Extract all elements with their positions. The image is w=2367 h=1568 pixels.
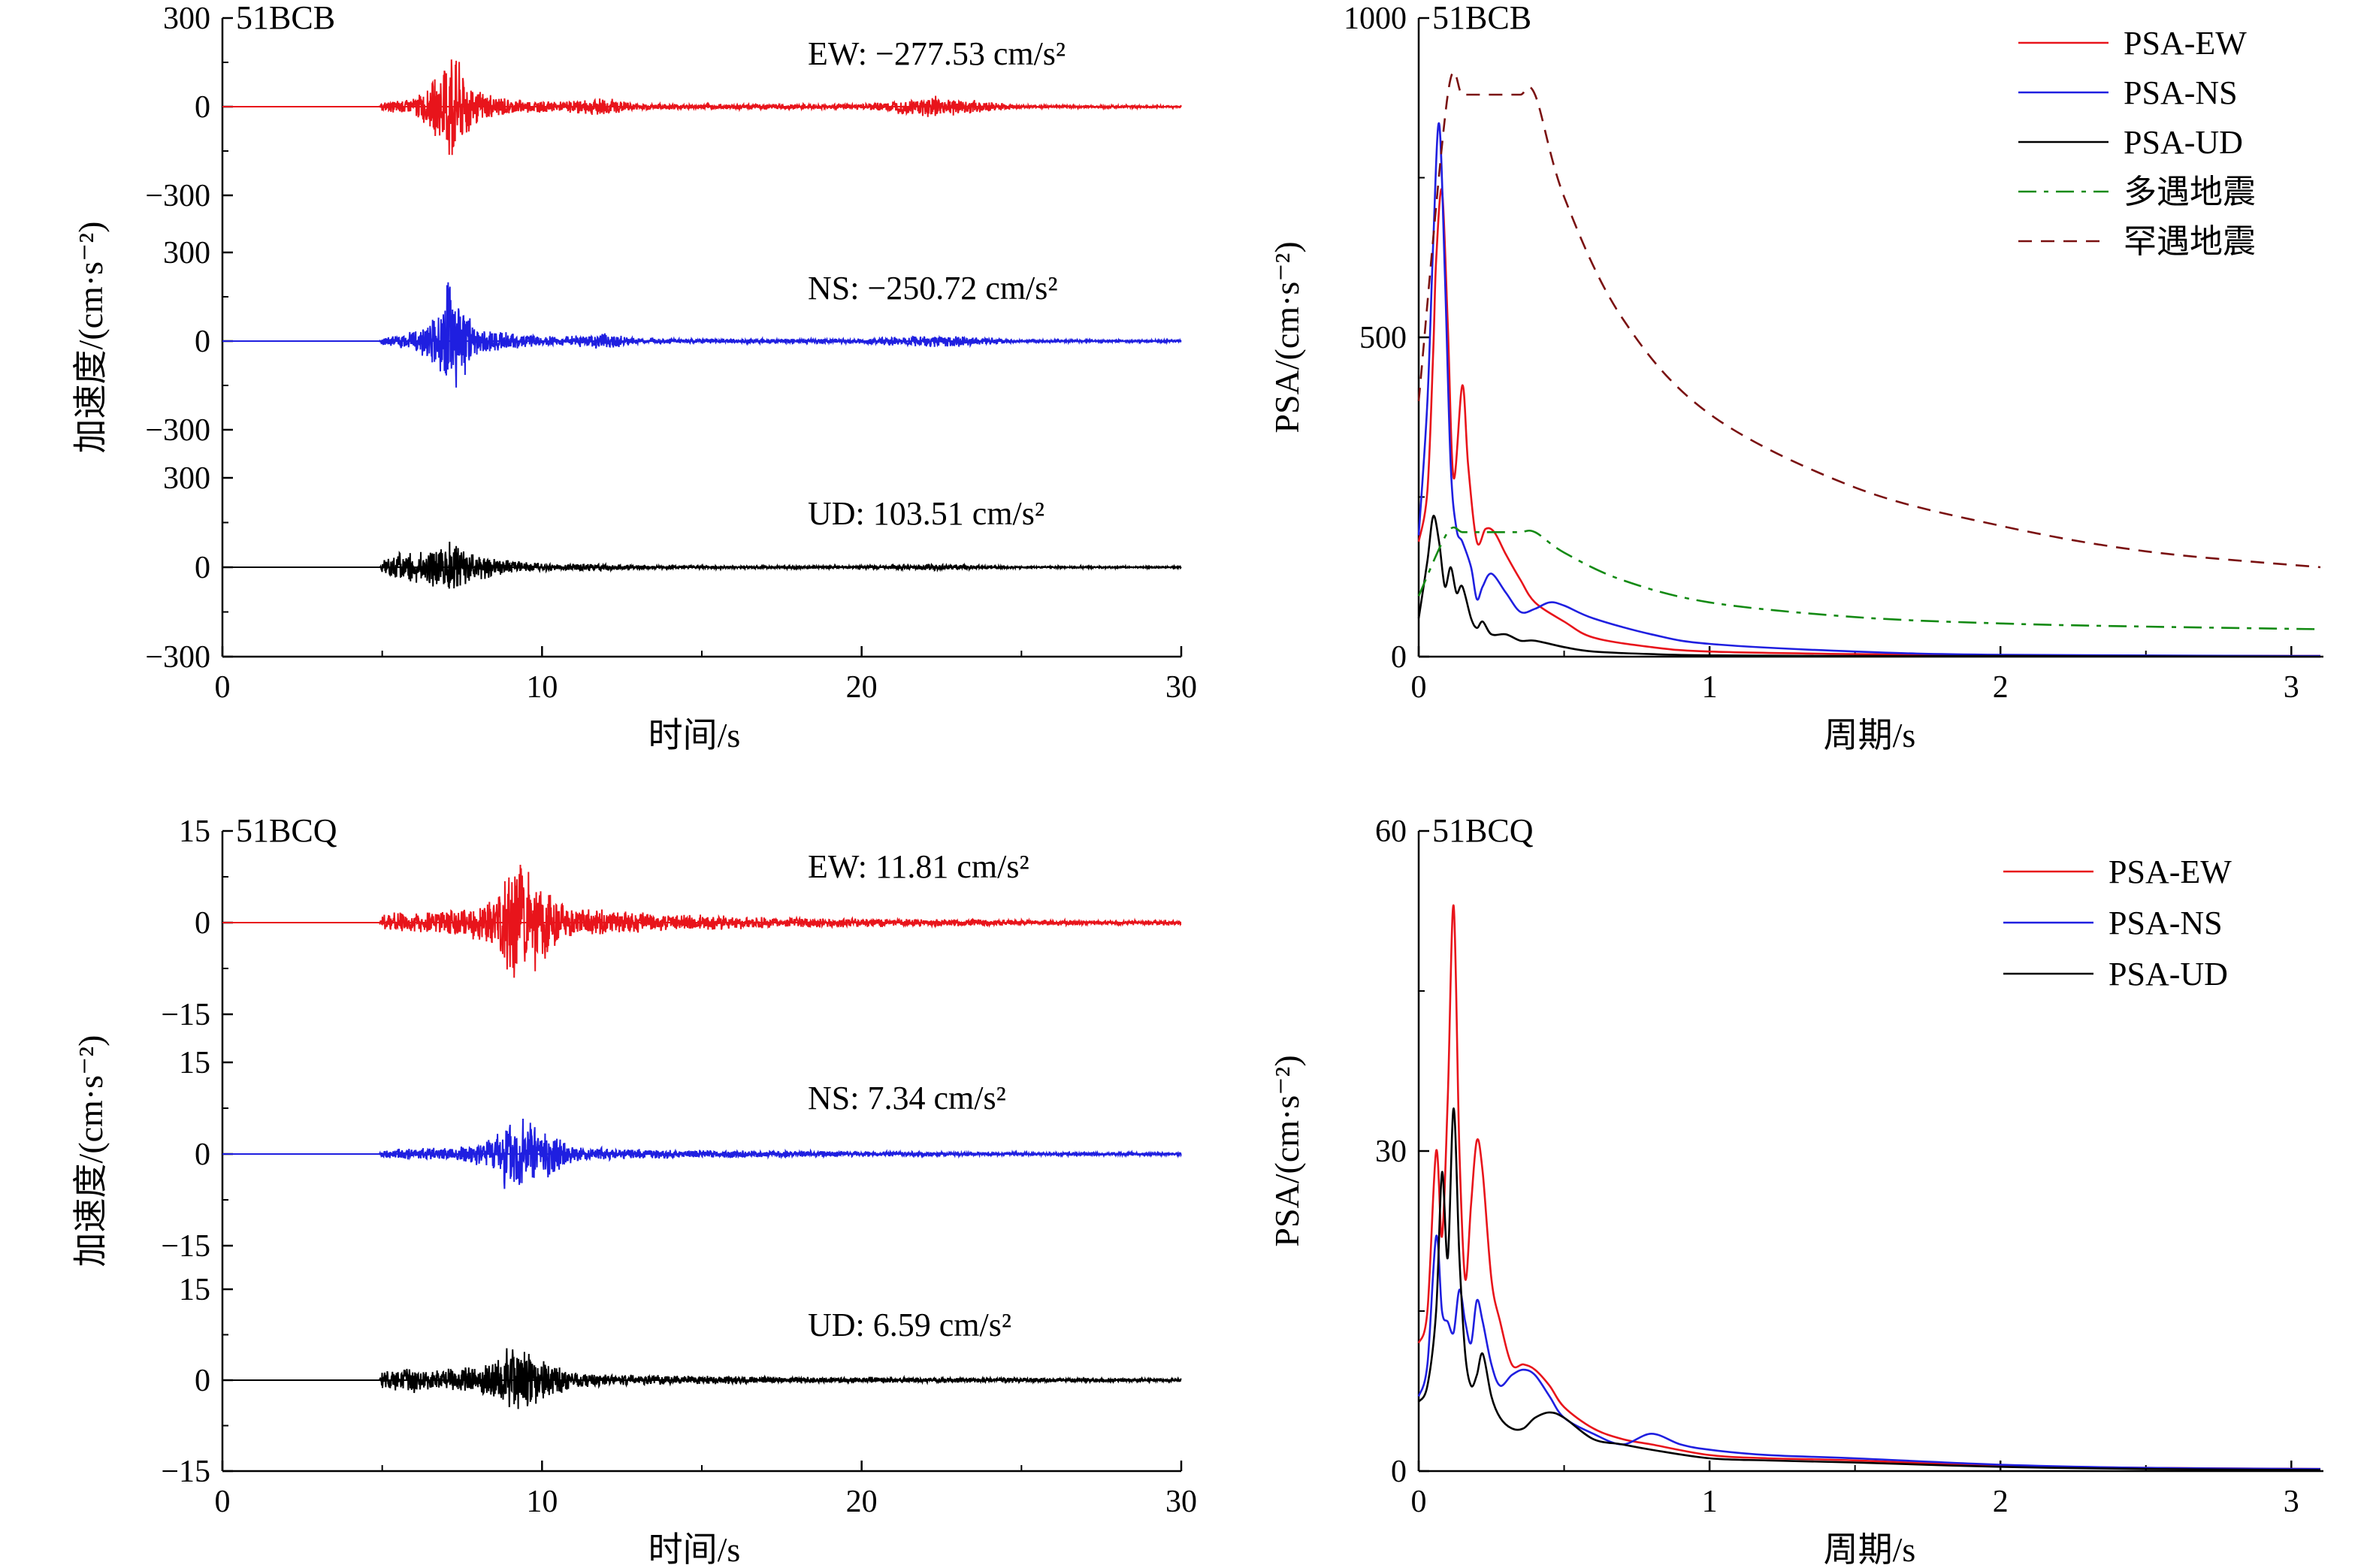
x-tick-label: 3 [2284, 670, 2299, 705]
x-tick-label: 2 [1993, 670, 2009, 705]
y-tick-label: 300 [163, 2, 210, 36]
y-axis-title: PSA/(cm·s⁻²) [1268, 1055, 1306, 1246]
series-ud: −15 0 15 UD: 6.59 cm/s² [161, 1273, 1182, 1489]
series-line-5 [1417, 71, 2321, 569]
x-tick-label: 0 [1411, 1485, 1427, 1519]
peak-annotation: NS: 7.34 cm/s² [808, 1080, 1006, 1116]
x-tick-label: 3 [2284, 1485, 2299, 1519]
x-axis-title: 时间/s [648, 716, 741, 754]
x-tick-label: 0 [1411, 670, 1427, 705]
x-tick-label: 30 [1165, 670, 1197, 705]
y-tick-label: 15 [179, 814, 210, 849]
station-tag: 51BCB [1432, 0, 1531, 36]
psa-panel-51bcq: 0 30 60 0 1 2 3 PSA-EW PSA-NS PSA-UD 周期/s PSA/(cm·s… [1268, 812, 2323, 1568]
y-axis-title: 加速度/(cm·s⁻²) [71, 222, 110, 454]
peak-annotation: UD: 6.59 cm/s² [808, 1307, 1011, 1343]
y-tick-label: 15 [179, 1046, 210, 1080]
legend-label-3: PSA-UD [2124, 124, 2243, 161]
y-axis-title: 加速度/(cm·s⁻²) [71, 1035, 110, 1267]
legend-label-4: 多遇地震 [2124, 174, 2256, 210]
series-ew: −300 0 300 EW: −277.53 cm/s² [145, 2, 1182, 213]
y-tick-label: 300 [163, 461, 210, 496]
y-tick-label: 0 [1391, 640, 1407, 675]
legend-label-1: PSA-EW [2109, 853, 2232, 890]
y-tick-label: −15 [161, 1229, 210, 1264]
y-tick-label: 30 [1375, 1134, 1407, 1169]
series-ns: −300 0 300 NS: −250.72 cm/s² [145, 236, 1182, 448]
x-tick-label: 10 [526, 1485, 558, 1519]
y-tick-label: 0 [1391, 1455, 1407, 1489]
x-tick-label: 30 [1165, 1485, 1197, 1519]
legend-label-1: PSA-EW [2124, 25, 2247, 62]
y-tick-label: −15 [161, 998, 210, 1032]
y-tick-label: −300 [145, 413, 210, 448]
y-tick-label: 1000 [1344, 2, 1407, 36]
y-tick-label: 60 [1375, 814, 1407, 849]
legend-label-5: 罕遇地震 [2124, 223, 2256, 260]
x-tick-label: 2 [1993, 1485, 2009, 1519]
trace-ew [222, 59, 1182, 156]
legend-label-2: PSA-NS [2124, 74, 2238, 111]
station-tag: 51BCB [236, 0, 335, 36]
legend-label-3: PSA-UD [2109, 956, 2228, 992]
series-line-1 [1417, 905, 2321, 1470]
station-tag: 51BCQ [1432, 812, 1534, 849]
series-line-4 [1417, 526, 2321, 630]
y-tick-label: −300 [145, 179, 210, 213]
peak-annotation: EW: −277.53 cm/s² [808, 35, 1066, 72]
series-ud: −300 0 300 UD: 103.51 cm/s² [145, 461, 1182, 675]
x-tick-label: 1 [1702, 670, 1718, 705]
y-tick-label: 300 [163, 236, 210, 270]
series-ew: −15 0 15 EW: 11.81 cm/s² [161, 814, 1182, 1032]
y-tick-label: 0 [195, 90, 210, 125]
y-tick-label: 500 [1359, 321, 1407, 355]
psa-panel-51bcb: 0 500 1000 0 1 2 3 PSA-EW PSA-NS PSA-UD 多遇地震罕遇地震周期… [1268, 0, 2323, 754]
x-axis-title: 周期/s [1824, 1530, 1916, 1568]
trace-ud [222, 1348, 1182, 1409]
trace-ew [222, 864, 1182, 978]
y-tick-label: 0 [195, 325, 210, 359]
peak-annotation: UD: 103.51 cm/s² [808, 495, 1044, 532]
series-line-3 [1417, 1107, 2321, 1471]
y-tick-label: −300 [145, 640, 210, 675]
series-line-3 [1417, 515, 2321, 658]
legend: PSA-EW PSA-NS PSA-UD [2003, 853, 2232, 992]
y-tick-label: 0 [195, 906, 210, 941]
trace-ns [222, 282, 1182, 388]
y-axis-title: PSA/(cm·s⁻²) [1268, 241, 1306, 433]
y-tick-label: 0 [195, 551, 210, 585]
series-line-2 [1417, 122, 2321, 657]
series-line-2 [1417, 1234, 2321, 1470]
x-tick-label: 20 [846, 1485, 878, 1519]
x-tick-label: 0 [215, 1485, 231, 1519]
peak-annotation: EW: 11.81 cm/s² [808, 848, 1029, 885]
trace-ns [222, 1118, 1182, 1189]
y-tick-label: 0 [195, 1137, 210, 1172]
trace-ud [222, 541, 1182, 589]
series-line-1 [1417, 188, 2321, 657]
x-axis-title: 时间/s [648, 1530, 741, 1568]
x-tick-label: 1 [1702, 1485, 1718, 1519]
x-axis-title: 周期/s [1824, 716, 1916, 754]
y-tick-label: 0 [195, 1364, 210, 1398]
y-tick-label: −15 [161, 1455, 210, 1489]
series-ns: −15 0 15 NS: 7.34 cm/s² [161, 1046, 1182, 1264]
x-tick-label: 10 [526, 670, 558, 705]
legend-label-2: PSA-NS [2109, 905, 2223, 941]
station-tag: 51BCQ [236, 812, 337, 849]
x-tick-label: 0 [215, 670, 231, 705]
y-tick-label: 15 [179, 1273, 210, 1307]
peak-annotation: NS: −250.72 cm/s² [808, 270, 1058, 307]
x-tick-label: 20 [846, 670, 878, 705]
